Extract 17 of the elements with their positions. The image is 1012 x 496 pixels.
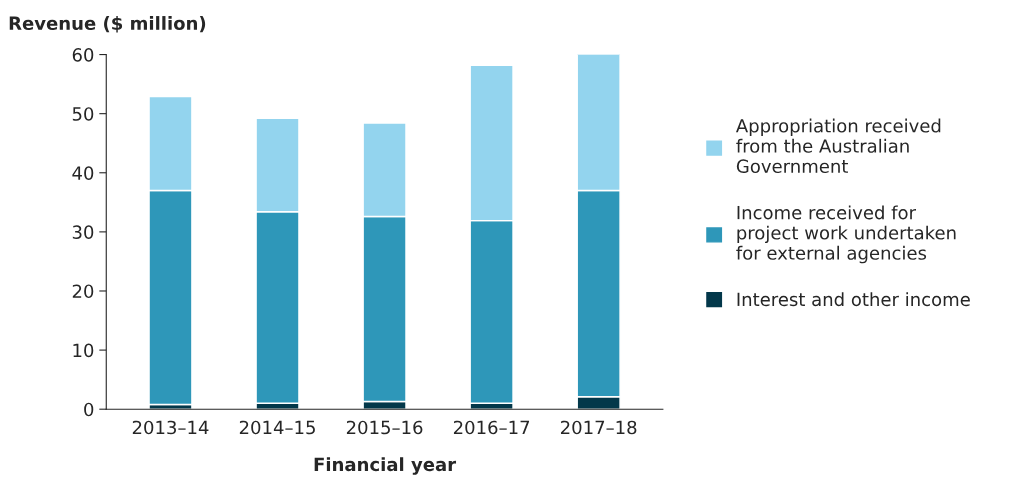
y-axis-title: Revenue ($ million) (9, 16, 206, 33)
legend-label: Appropriation received from the Australian Government (735, 118, 941, 174)
y-tick-label: 10 (73, 343, 94, 358)
y-tick-label: 0 (84, 402, 94, 417)
x-tick-label: 2015–16 (346, 420, 423, 435)
x-tick-label: 2017–18 (560, 420, 637, 435)
y-tick-label: 60 (72, 48, 94, 62)
y-tick-label: 40 (72, 166, 94, 180)
x-tick-label: 2016–17 (453, 420, 530, 435)
x-axis-title: Financial year (314, 457, 457, 475)
legend-label: Income received for project work undertaken for external agencies (736, 205, 956, 264)
y-tick-label: 50 (72, 107, 94, 121)
x-tick-label: 2013–14 (132, 420, 209, 435)
x-tick-label: 2014–15 (239, 420, 315, 435)
legend-label: Interest and other income (737, 292, 970, 307)
y-tick-label: 20 (72, 284, 94, 299)
y-tick-label: 30 (72, 225, 94, 239)
